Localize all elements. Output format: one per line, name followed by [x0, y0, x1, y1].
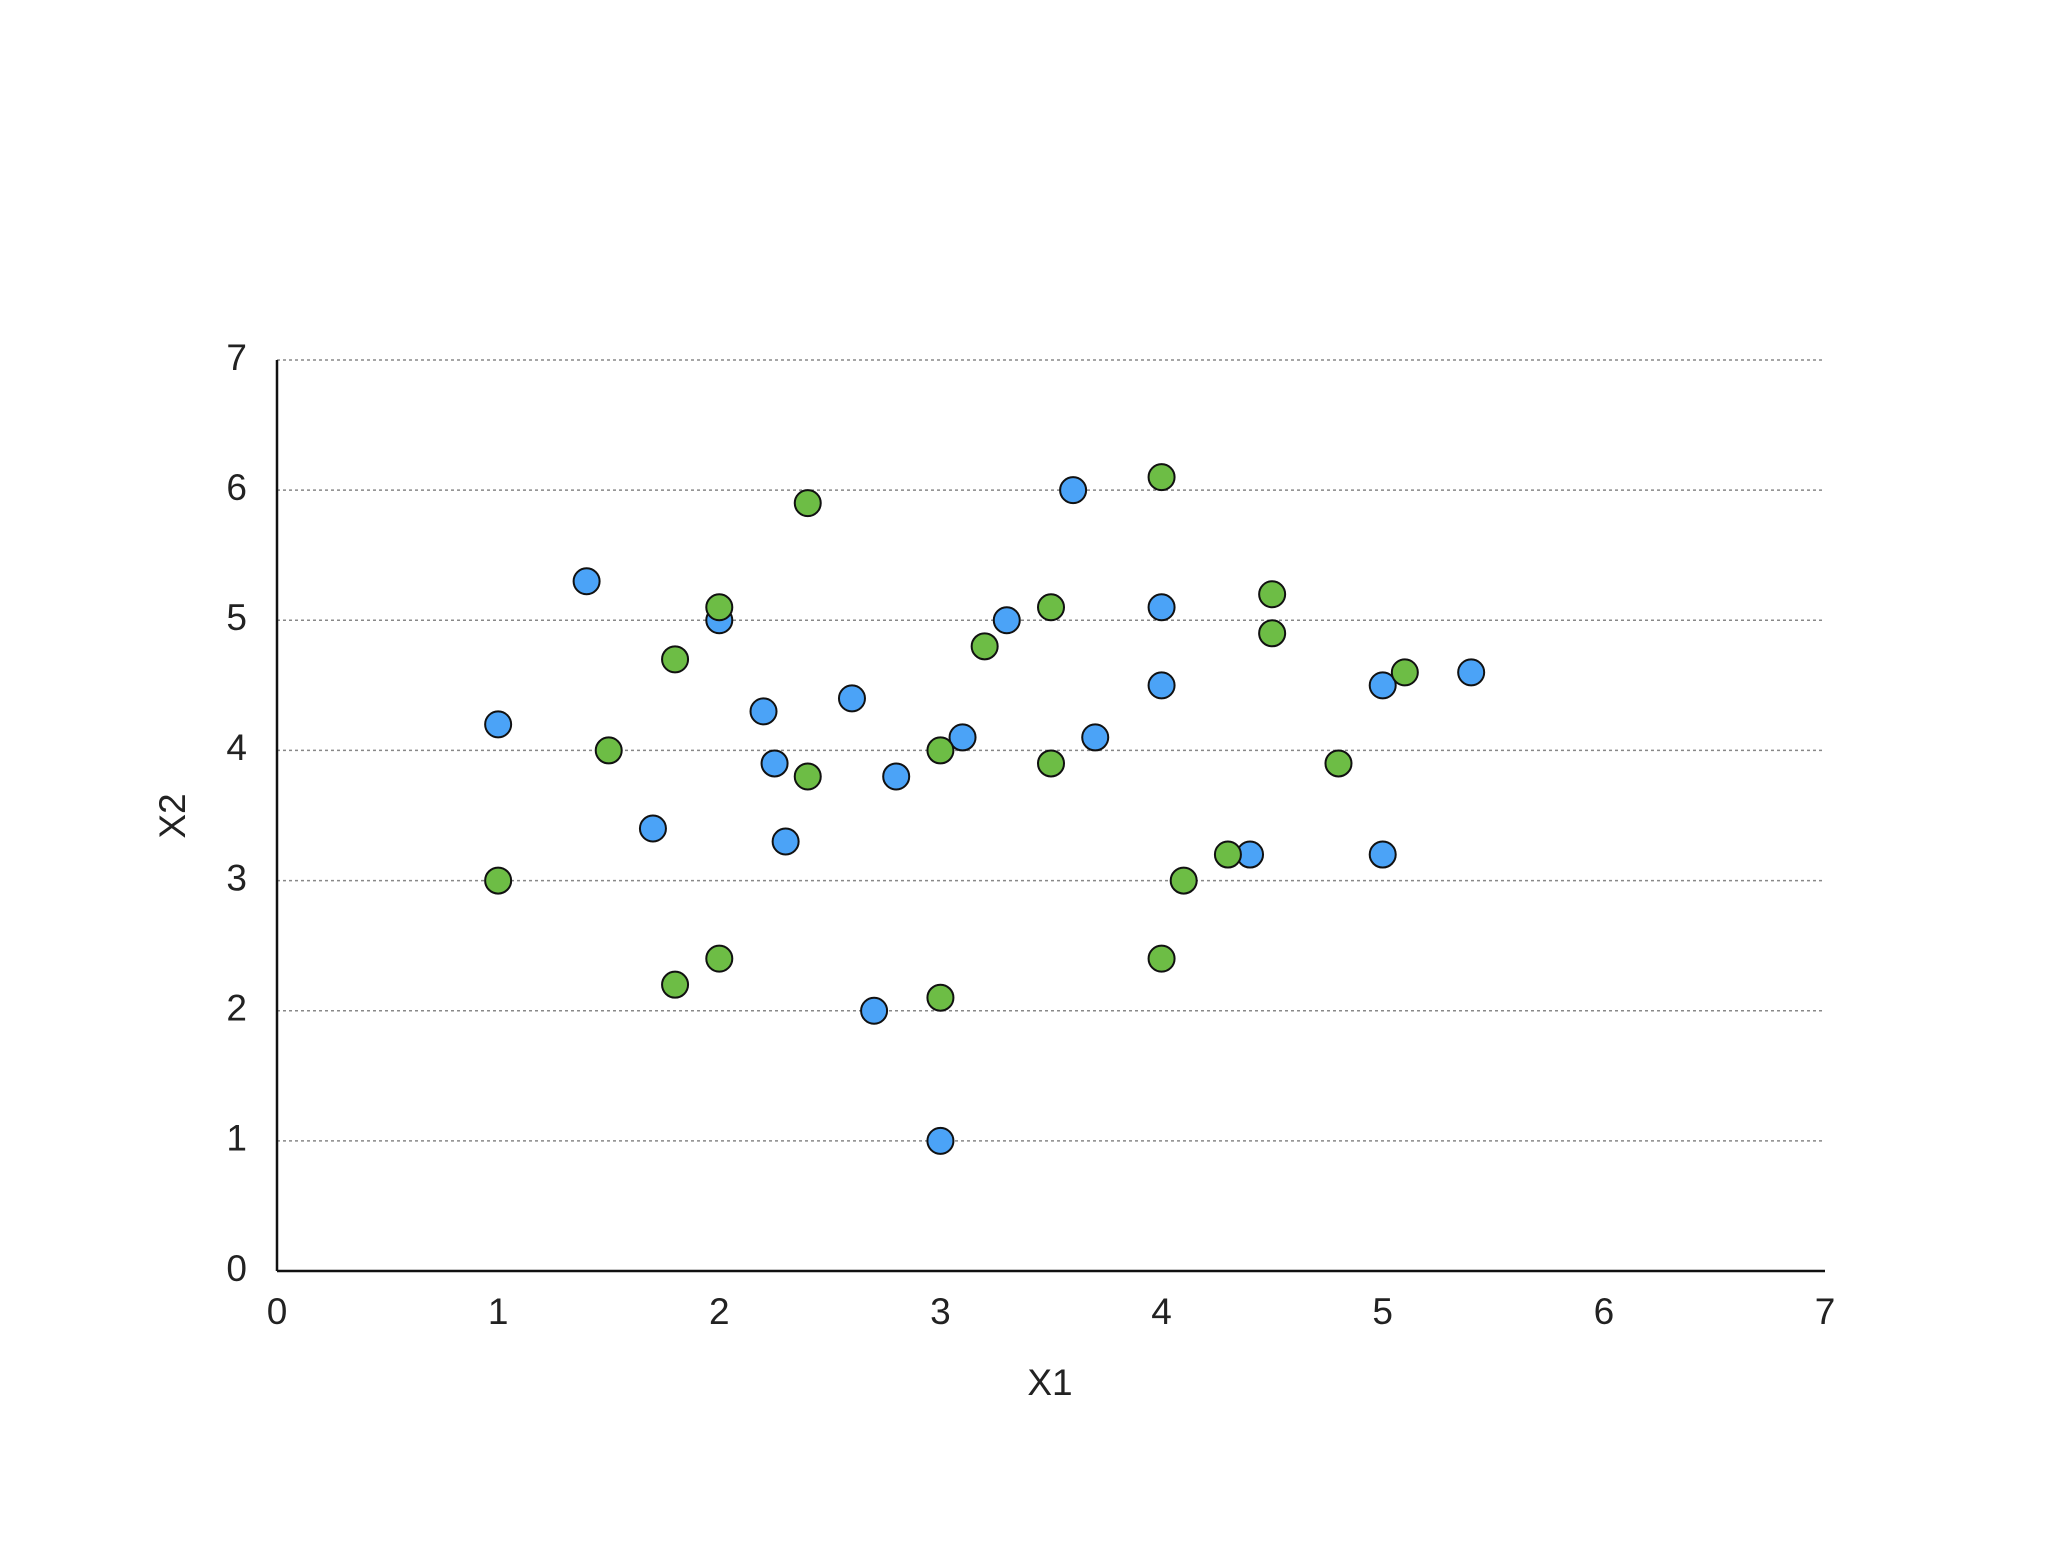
point: [760, 749, 789, 778]
point: [594, 736, 623, 765]
point: [1457, 658, 1486, 687]
point: [1390, 658, 1419, 687]
y-tick-label: 0: [226, 1248, 247, 1289]
point: [860, 996, 889, 1025]
x-tick-label: 7: [1815, 1291, 1836, 1332]
x-tick-label: 4: [1151, 1291, 1172, 1332]
point: [837, 684, 866, 713]
point: [992, 606, 1021, 635]
y-tick-label: 5: [226, 597, 247, 638]
x-tick-label: 0: [267, 1291, 288, 1332]
point: [1258, 580, 1287, 609]
point: [1081, 723, 1110, 752]
point: [1037, 749, 1065, 778]
point: [926, 1126, 955, 1155]
x-tick-label: 2: [709, 1291, 730, 1332]
point: [1147, 593, 1176, 622]
y-tick-label: 3: [226, 857, 247, 898]
point: [1368, 840, 1397, 869]
point: [948, 723, 977, 752]
point: [1213, 840, 1242, 869]
point: [882, 762, 911, 791]
point: [1147, 944, 1176, 973]
point: [1169, 866, 1198, 895]
y-tick-label: 4: [226, 727, 247, 768]
point: [1059, 476, 1088, 505]
point: [1368, 671, 1397, 700]
point: [970, 632, 999, 661]
y-tick-label: 1: [226, 1118, 247, 1159]
point: [1147, 671, 1176, 700]
point: [484, 866, 513, 895]
point: [484, 710, 513, 739]
point: [572, 567, 601, 596]
point: [793, 489, 822, 518]
point: [1258, 619, 1287, 648]
x-axis-label: X1: [1027, 1362, 1072, 1403]
point: [1324, 749, 1353, 778]
point: [749, 697, 778, 726]
point: [793, 762, 822, 791]
point: [705, 944, 734, 973]
point: [1147, 463, 1176, 492]
point: [638, 814, 667, 843]
y-axis-label: X2: [152, 793, 193, 838]
point: [926, 983, 955, 1012]
point: [705, 593, 734, 622]
x-tick-label: 1: [488, 1291, 509, 1332]
y-tick-label: 6: [226, 467, 247, 508]
y-tick-label: 2: [226, 987, 247, 1028]
point: [1037, 593, 1065, 622]
point: [661, 645, 690, 674]
x-tick-label: 3: [930, 1291, 951, 1332]
point: [926, 736, 955, 765]
point: [661, 970, 690, 999]
x-tick-label: 6: [1594, 1291, 1615, 1332]
y-tick-label: 7: [226, 337, 247, 378]
point: [771, 827, 800, 856]
x-tick-label: 5: [1372, 1291, 1393, 1332]
